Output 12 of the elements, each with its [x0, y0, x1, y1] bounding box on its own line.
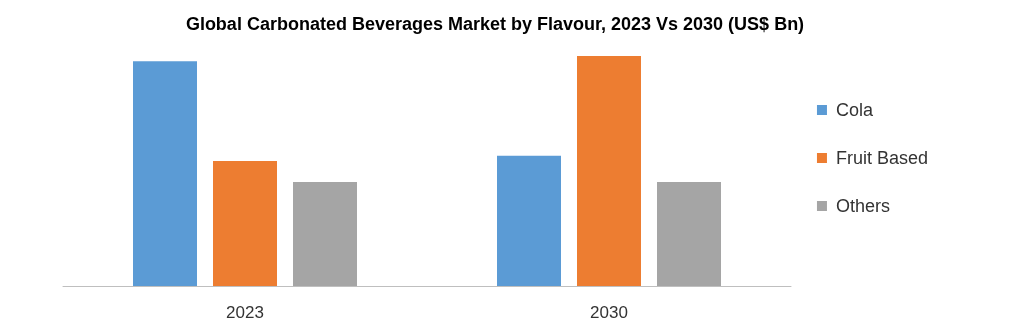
- x-tick-label: 2030: [590, 303, 628, 322]
- bar: [213, 161, 277, 286]
- bar: [497, 155, 561, 286]
- bar: [577, 56, 641, 286]
- legend-label: Cola: [835, 100, 874, 120]
- legend-label: Others: [835, 196, 890, 216]
- legend-label: Fruit Based: [835, 148, 929, 168]
- x-tick-label: 2023: [226, 303, 264, 322]
- bar: [657, 182, 721, 286]
- bar: [133, 61, 197, 286]
- bar: [293, 182, 357, 286]
- chart-title: Global Carbonated Beverages Market by Flavour, 2023 Vs 2030 (US$ Bn): [185, 14, 805, 34]
